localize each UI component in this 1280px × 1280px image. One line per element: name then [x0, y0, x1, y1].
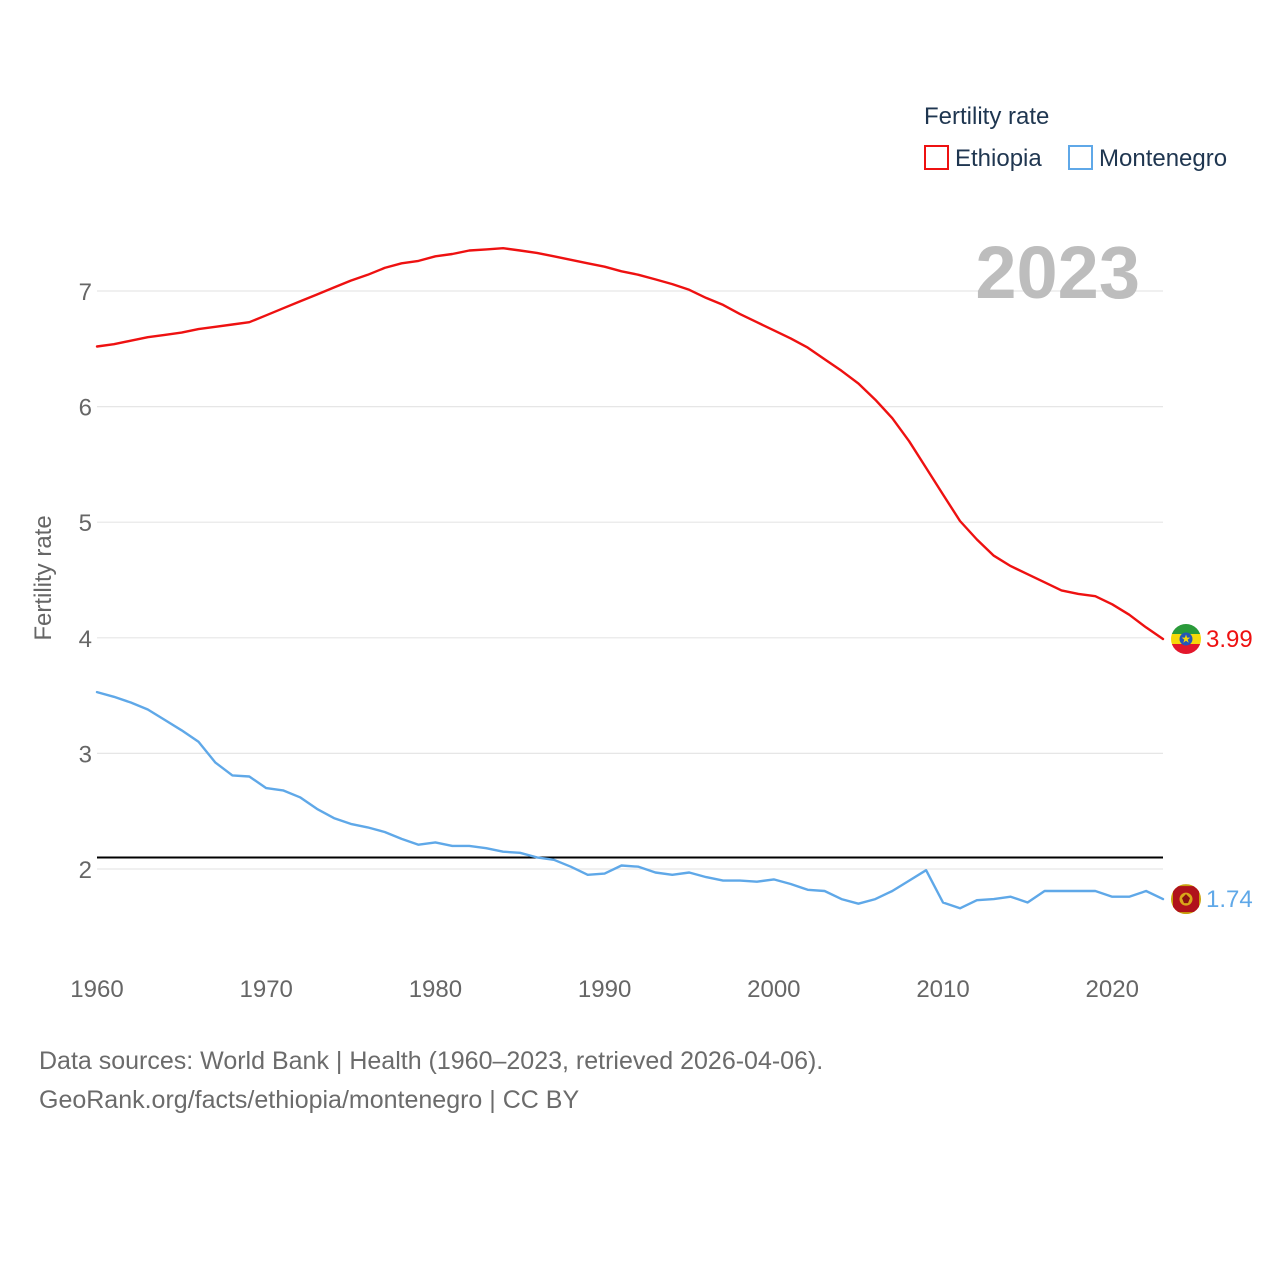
- legend-label-montenegro: Montenegro: [1099, 145, 1227, 172]
- x-tick-label: 1990: [578, 976, 631, 1003]
- x-tick-label: 1980: [409, 976, 462, 1003]
- legend-item-ethiopia[interactable]: Ethiopia: [924, 145, 1042, 172]
- series-line-ethiopia: [95, 246, 1165, 641]
- x-tick-label: 2020: [1086, 976, 1139, 1003]
- y-axis-ticks: 2 3 4 5 6 7: [79, 279, 92, 884]
- source-link[interactable]: GeoRank.org/facts/ethiopia/montenegro | …: [39, 1086, 580, 1114]
- y-tick-label: 4: [79, 626, 92, 653]
- x-tick-label: 1960: [70, 976, 123, 1003]
- legend-label-ethiopia: Ethiopia: [955, 145, 1042, 172]
- data-sources-text: Data sources: World Bank | Health (1960–…: [39, 1047, 824, 1075]
- x-axis-ticks: 1960 1970 1980 1990 2000 2010 2020: [70, 976, 1139, 1003]
- y-tick-label: 2: [79, 857, 92, 884]
- end-value-montenegro: 1.74: [1206, 886, 1253, 913]
- legend-swatch-ethiopia: [924, 145, 949, 170]
- end-value-ethiopia: 3.99: [1206, 626, 1253, 653]
- series-line-montenegro: [95, 690, 1165, 910]
- current-year-label: 2023: [975, 231, 1140, 314]
- x-tick-label: 2000: [747, 976, 800, 1003]
- legend-swatch-montenegro: [1068, 145, 1093, 170]
- series-lines: [95, 246, 1165, 910]
- end-marker-montenegro: 1.74: [1171, 884, 1253, 915]
- y-tick-label: 7: [79, 279, 92, 306]
- y-tick-label: 6: [79, 395, 92, 422]
- end-marker-ethiopia: 3.99: [1171, 624, 1253, 654]
- y-tick-label: 5: [79, 510, 92, 537]
- legend: Fertility rate Ethiopia Montenegro: [924, 103, 1227, 172]
- footer: Data sources: World Bank | Health (1960–…: [39, 1042, 823, 1120]
- montenegro-flag-icon: [1171, 884, 1201, 915]
- x-tick-label: 1970: [240, 976, 293, 1003]
- fertility-rate-chart: 2 3 4 5 6 7 1960 1970 1980 1990 2000 2010 2020 Fert…: [30, 103, 1253, 1003]
- ethiopia-flag-icon: [1171, 624, 1201, 654]
- x-tick-label: 2010: [916, 976, 969, 1003]
- legend-item-montenegro[interactable]: Montenegro: [1068, 145, 1227, 172]
- y-tick-label: 3: [79, 741, 92, 768]
- gridlines: [97, 290, 1163, 870]
- legend-title: Fertility rate: [924, 103, 1049, 130]
- y-axis-title: Fertility rate: [30, 515, 57, 640]
